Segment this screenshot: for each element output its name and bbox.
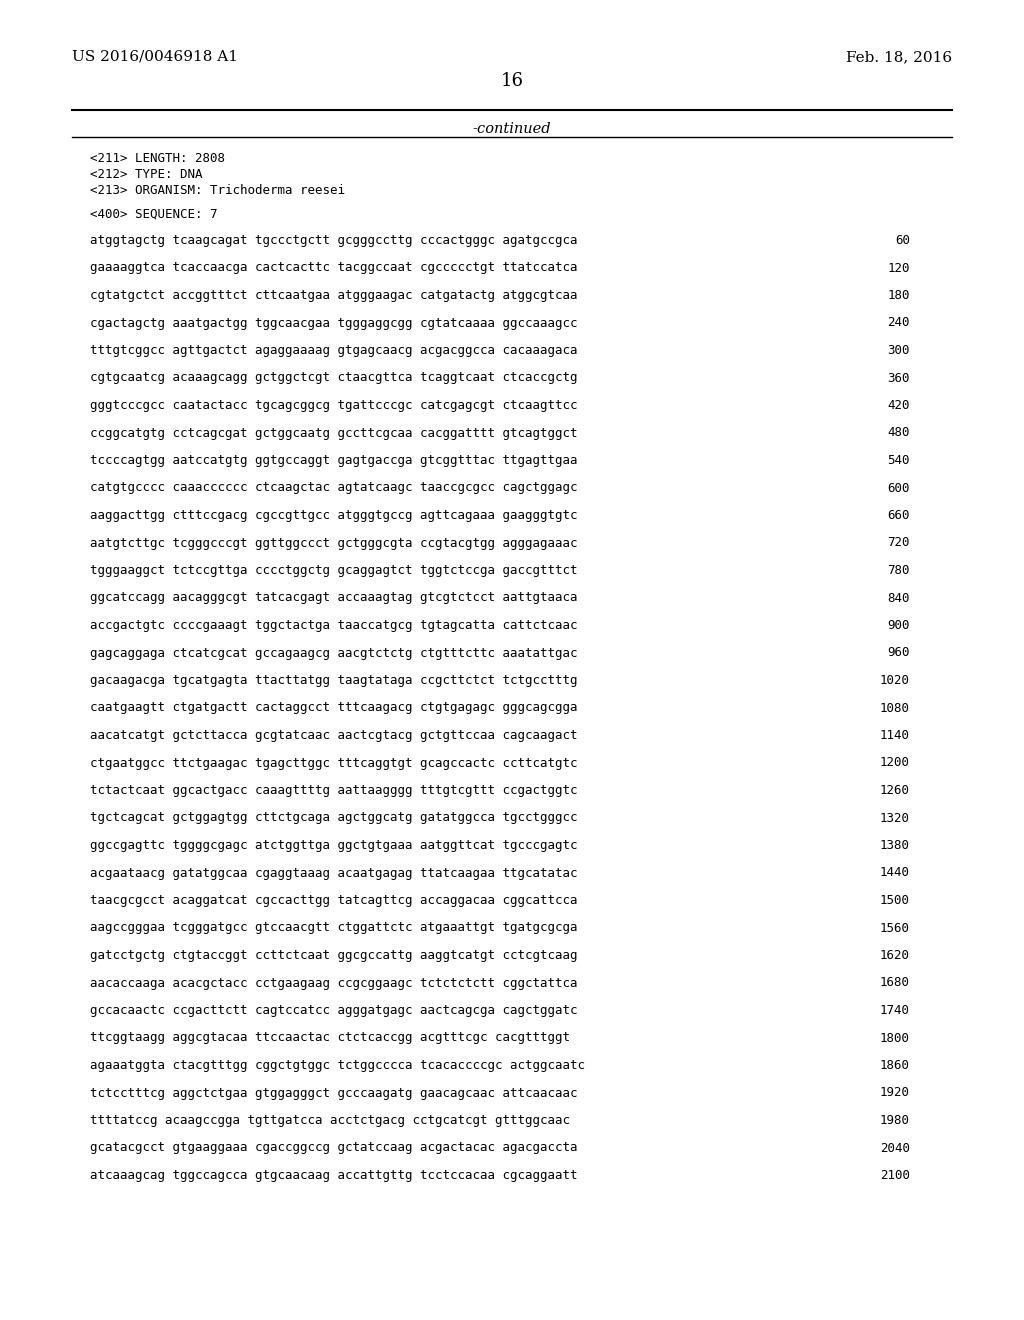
Text: 1260: 1260 <box>880 784 910 797</box>
Text: 1200: 1200 <box>880 756 910 770</box>
Text: tgggaaggct tctccgttga cccctggctg gcaggagtct tggtctccga gaccgtttct: tgggaaggct tctccgttga cccctggctg gcaggag… <box>90 564 578 577</box>
Text: cgactagctg aaatgactgg tggcaacgaa tgggaggcgg cgtatcaaaa ggccaaagcc: cgactagctg aaatgactgg tggcaacgaa tgggagg… <box>90 317 578 330</box>
Text: 300: 300 <box>888 345 910 356</box>
Text: 780: 780 <box>888 564 910 577</box>
Text: 840: 840 <box>888 591 910 605</box>
Text: 1440: 1440 <box>880 866 910 879</box>
Text: gacaagacga tgcatgagta ttacttatgg taagtataga ccgcttctct tctgcctttg: gacaagacga tgcatgagta ttacttatgg taagtat… <box>90 675 578 686</box>
Text: -continued: -continued <box>473 121 551 136</box>
Text: US 2016/0046918 A1: US 2016/0046918 A1 <box>72 50 238 63</box>
Text: gggtcccgcc caatactacc tgcagcggcg tgattcccgc catcgagcgt ctcaagttcc: gggtcccgcc caatactacc tgcagcggcg tgattcc… <box>90 399 578 412</box>
Text: aatgtcttgc tcgggcccgt ggttggccct gctgggcgta ccgtacgtgg agggagaaac: aatgtcttgc tcgggcccgt ggttggccct gctgggc… <box>90 536 578 549</box>
Text: 900: 900 <box>888 619 910 632</box>
Text: 420: 420 <box>888 399 910 412</box>
Text: <213> ORGANISM: Trichoderma reesei: <213> ORGANISM: Trichoderma reesei <box>90 183 345 197</box>
Text: 1680: 1680 <box>880 977 910 990</box>
Text: tgctcagcat gctggagtgg cttctgcaga agctggcatg gatatggcca tgcctgggcc: tgctcagcat gctggagtgg cttctgcaga agctggc… <box>90 812 578 825</box>
Text: 1860: 1860 <box>880 1059 910 1072</box>
Text: 1020: 1020 <box>880 675 910 686</box>
Text: ctgaatggcc ttctgaagac tgagcttggc tttcaggtgt gcagccactc ccttcatgtc: ctgaatggcc ttctgaagac tgagcttggc tttcagg… <box>90 756 578 770</box>
Text: cgtatgctct accggtttct cttcaatgaa atgggaagac catgatactg atggcgtcaa: cgtatgctct accggtttct cttcaatgaa atgggaa… <box>90 289 578 302</box>
Text: tctactcaat ggcactgacc caaagttttg aattaagggg tttgtcgttt ccgactggtc: tctactcaat ggcactgacc caaagttttg aattaag… <box>90 784 578 797</box>
Text: catgtgcccc caaacccccc ctcaagctac agtatcaagc taaccgcgcc cagctggagc: catgtgcccc caaacccccc ctcaagctac agtatca… <box>90 482 578 495</box>
Text: 1080: 1080 <box>880 701 910 714</box>
Text: <211> LENGTH: 2808: <211> LENGTH: 2808 <box>90 152 225 165</box>
Text: 1620: 1620 <box>880 949 910 962</box>
Text: 360: 360 <box>888 371 910 384</box>
Text: ggcatccagg aacagggcgt tatcacgagt accaaagtag gtcgtctcct aattgtaaca: ggcatccagg aacagggcgt tatcacgagt accaaag… <box>90 591 578 605</box>
Text: aaggacttgg ctttccgacg cgccgttgcc atgggtgccg agttcagaaa gaagggtgtc: aaggacttgg ctttccgacg cgccgttgcc atgggtg… <box>90 510 578 521</box>
Text: 1740: 1740 <box>880 1005 910 1016</box>
Text: 120: 120 <box>888 261 910 275</box>
Text: agaaatggta ctacgtttgg cggctgtggc tctggcccca tcacaccccgc actggcaatc: agaaatggta ctacgtttgg cggctgtggc tctggcc… <box>90 1059 585 1072</box>
Text: aagccgggaa tcgggatgcc gtccaacgtt ctggattctc atgaaattgt tgatgcgcga: aagccgggaa tcgggatgcc gtccaacgtt ctggatt… <box>90 921 578 935</box>
Text: gagcaggaga ctcatcgcat gccagaagcg aacgtctctg ctgtttcttc aaatattgac: gagcaggaga ctcatcgcat gccagaagcg aacgtct… <box>90 647 578 660</box>
Text: cgtgcaatcg acaaagcagg gctggctcgt ctaacgttca tcaggtcaat ctcaccgctg: cgtgcaatcg acaaagcagg gctggctcgt ctaacgt… <box>90 371 578 384</box>
Text: <212> TYPE: DNA: <212> TYPE: DNA <box>90 168 203 181</box>
Text: tccccagtgg aatccatgtg ggtgccaggt gagtgaccga gtcggtttac ttgagttgaa: tccccagtgg aatccatgtg ggtgccaggt gagtgac… <box>90 454 578 467</box>
Text: 540: 540 <box>888 454 910 467</box>
Text: accgactgtc ccccgaaagt tggctactga taaccatgcg tgtagcatta cattctcaac: accgactgtc ccccgaaagt tggctactga taaccat… <box>90 619 578 632</box>
Text: 660: 660 <box>888 510 910 521</box>
Text: <400> SEQUENCE: 7: <400> SEQUENCE: 7 <box>90 209 217 220</box>
Text: gaaaaggtca tcaccaacga cactcacttc tacggccaat cgccccctgt ttatccatca: gaaaaggtca tcaccaacga cactcacttc tacggcc… <box>90 261 578 275</box>
Text: atggtagctg tcaagcagat tgccctgctt gcgggccttg cccactgggc agatgccgca: atggtagctg tcaagcagat tgccctgctt gcgggcc… <box>90 234 578 247</box>
Text: 720: 720 <box>888 536 910 549</box>
Text: gccacaactc ccgacttctt cagtccatcc agggatgagc aactcagcga cagctggatc: gccacaactc ccgacttctt cagtccatcc agggatg… <box>90 1005 578 1016</box>
Text: gcatacgcct gtgaaggaaa cgaccggccg gctatccaag acgactacac agacgaccta: gcatacgcct gtgaaggaaa cgaccggccg gctatcc… <box>90 1142 578 1155</box>
Text: 600: 600 <box>888 482 910 495</box>
Text: 1800: 1800 <box>880 1031 910 1044</box>
Text: taacgcgcct acaggatcat cgccacttgg tatcagttcg accaggacaa cggcattcca: taacgcgcct acaggatcat cgccacttgg tatcagt… <box>90 894 578 907</box>
Text: 2040: 2040 <box>880 1142 910 1155</box>
Text: 2100: 2100 <box>880 1170 910 1181</box>
Text: acgaataacg gatatggcaa cgaggtaaag acaatgagag ttatcaagaa ttgcatatac: acgaataacg gatatggcaa cgaggtaaag acaatga… <box>90 866 578 879</box>
Text: atcaaagcag tggccagcca gtgcaacaag accattgttg tcctccacaa cgcaggaatt: atcaaagcag tggccagcca gtgcaacaag accattg… <box>90 1170 578 1181</box>
Text: 1140: 1140 <box>880 729 910 742</box>
Text: 60: 60 <box>895 234 910 247</box>
Text: 1500: 1500 <box>880 894 910 907</box>
Text: 1920: 1920 <box>880 1086 910 1100</box>
Text: ttcggtaagg aggcgtacaa ttccaactac ctctcaccgg acgtttcgc cacgtttggt: ttcggtaagg aggcgtacaa ttccaactac ctctcac… <box>90 1031 570 1044</box>
Text: 960: 960 <box>888 647 910 660</box>
Text: caatgaagtt ctgatgactt cactaggcct tttcaagacg ctgtgagagc gggcagcgga: caatgaagtt ctgatgactt cactaggcct tttcaag… <box>90 701 578 714</box>
Text: ggccgagttc tggggcgagc atctggttga ggctgtgaaa aatggttcat tgcccgagtc: ggccgagttc tggggcgagc atctggttga ggctgtg… <box>90 840 578 851</box>
Text: 180: 180 <box>888 289 910 302</box>
Text: 480: 480 <box>888 426 910 440</box>
Text: 240: 240 <box>888 317 910 330</box>
Text: tctcctttcg aggctctgaa gtggagggct gcccaagatg gaacagcaac attcaacaac: tctcctttcg aggctctgaa gtggagggct gcccaag… <box>90 1086 578 1100</box>
Text: aacatcatgt gctcttacca gcgtatcaac aactcgtacg gctgttccaa cagcaagact: aacatcatgt gctcttacca gcgtatcaac aactcgt… <box>90 729 578 742</box>
Text: tttgtcggcc agttgactct agaggaaaag gtgagcaacg acgacggcca cacaaagaca: tttgtcggcc agttgactct agaggaaaag gtgagca… <box>90 345 578 356</box>
Text: gatcctgctg ctgtaccggt ccttctcaat ggcgccattg aaggtcatgt cctcgtcaag: gatcctgctg ctgtaccggt ccttctcaat ggcgcca… <box>90 949 578 962</box>
Text: 16: 16 <box>501 73 523 90</box>
Text: aacaccaaga acacgctacc cctgaagaag ccgcggaagc tctctctctt cggctattca: aacaccaaga acacgctacc cctgaagaag ccgcgga… <box>90 977 578 990</box>
Text: ttttatccg acaagccgga tgttgatcca acctctgacg cctgcatcgt gtttggcaac: ttttatccg acaagccgga tgttgatcca acctctga… <box>90 1114 570 1127</box>
Text: ccggcatgtg cctcagcgat gctggcaatg gccttcgcaa cacggatttt gtcagtggct: ccggcatgtg cctcagcgat gctggcaatg gccttcg… <box>90 426 578 440</box>
Text: 1320: 1320 <box>880 812 910 825</box>
Text: 1380: 1380 <box>880 840 910 851</box>
Text: Feb. 18, 2016: Feb. 18, 2016 <box>846 50 952 63</box>
Text: 1980: 1980 <box>880 1114 910 1127</box>
Text: 1560: 1560 <box>880 921 910 935</box>
